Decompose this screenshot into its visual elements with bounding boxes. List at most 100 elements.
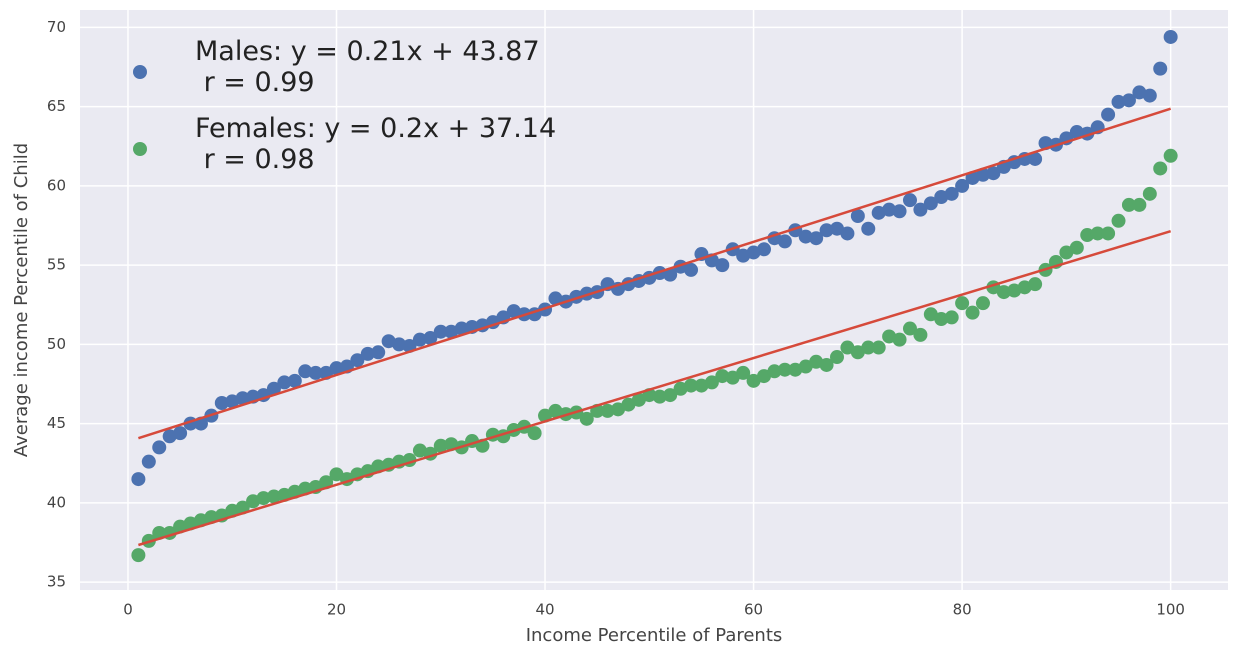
data-point	[923, 307, 938, 322]
data-point	[986, 166, 1001, 181]
data-point	[611, 402, 626, 417]
data-point	[892, 332, 907, 347]
data-point	[1028, 277, 1043, 292]
data-point	[1132, 197, 1147, 212]
data-point	[829, 221, 844, 236]
data-point	[892, 204, 907, 219]
fit-line	[138, 107, 1172, 440]
legend-label: Males: y = 0.21x + 43.87 r = 0.99	[195, 36, 540, 98]
data-point	[663, 388, 678, 403]
data-point	[902, 193, 917, 208]
data-point	[173, 426, 188, 441]
data-point	[308, 365, 323, 380]
data-point	[298, 364, 313, 379]
data-point	[329, 361, 344, 376]
data-point	[777, 362, 792, 377]
y-tick-label: 45	[47, 414, 66, 432]
data-point	[371, 345, 386, 360]
data-point	[663, 267, 678, 282]
data-point	[715, 258, 730, 273]
fit-line	[138, 230, 1172, 547]
data-point	[850, 345, 865, 360]
x-axis-label: Income Percentile of Parents	[526, 625, 783, 646]
data-point	[1163, 148, 1178, 163]
data-point	[975, 167, 990, 182]
data-point	[1028, 151, 1043, 166]
y-tick-label: 70	[47, 18, 66, 36]
data-point	[1142, 88, 1157, 103]
data-point	[715, 369, 730, 384]
data-point	[955, 178, 970, 193]
data-point	[861, 340, 876, 355]
data-point	[360, 346, 375, 361]
data-point	[329, 467, 344, 482]
data-point	[746, 373, 761, 388]
data-point	[1080, 228, 1095, 243]
data-point	[944, 310, 959, 325]
x-tick-label: 60	[744, 601, 763, 619]
data-point	[579, 411, 594, 426]
data-point	[819, 357, 834, 372]
data-point	[1069, 125, 1084, 140]
data-point	[433, 438, 448, 453]
data-point	[412, 332, 427, 347]
data-point	[266, 489, 281, 504]
data-point	[902, 321, 917, 336]
data-point	[1121, 93, 1136, 108]
legend-label: Females: y = 0.2x + 37.14 r = 0.98	[195, 113, 557, 175]
data-point	[1163, 29, 1178, 44]
data-point	[1059, 245, 1074, 260]
data-point	[913, 327, 928, 342]
data-point	[871, 340, 886, 355]
x-tick-label: 40	[535, 601, 554, 619]
data-point	[913, 202, 928, 217]
data-point	[1142, 186, 1157, 201]
data-point	[1069, 240, 1084, 255]
x-tick-label: 0	[123, 601, 133, 619]
data-point	[684, 378, 699, 393]
x-tick-label: 20	[327, 601, 346, 619]
data-point	[829, 350, 844, 365]
x-tick-label: 80	[953, 601, 972, 619]
data-point	[996, 285, 1011, 300]
data-point	[1121, 197, 1136, 212]
data-point	[1111, 94, 1126, 109]
data-point	[423, 331, 438, 346]
data-point	[819, 223, 834, 238]
data-point	[798, 229, 813, 244]
data-point	[256, 491, 271, 506]
data-point	[798, 359, 813, 374]
data-point	[631, 392, 646, 407]
data-point	[1111, 213, 1126, 228]
data-point	[152, 440, 167, 455]
data-point	[454, 321, 469, 336]
data-point	[725, 370, 740, 385]
data-point	[975, 296, 990, 311]
data-point	[131, 472, 146, 487]
data-point	[767, 364, 782, 379]
data-point	[965, 305, 980, 320]
data-point	[850, 209, 865, 224]
y-tick-label: 55	[47, 256, 66, 274]
legend-marker	[133, 65, 147, 79]
data-point	[777, 234, 792, 249]
data-point	[600, 403, 615, 418]
data-point	[266, 381, 281, 396]
data-point	[704, 375, 719, 390]
data-point	[684, 262, 699, 277]
data-point	[944, 186, 959, 201]
data-point	[433, 324, 448, 339]
data-point	[1090, 226, 1105, 241]
legend-marker	[133, 142, 147, 156]
y-tick-label: 40	[47, 493, 66, 511]
data-point	[350, 353, 365, 368]
data-point	[131, 548, 146, 563]
data-point	[1153, 161, 1168, 176]
data-point	[1101, 107, 1116, 122]
data-point	[527, 426, 542, 441]
data-point	[934, 312, 949, 327]
data-point	[840, 226, 855, 241]
data-point	[277, 375, 292, 390]
